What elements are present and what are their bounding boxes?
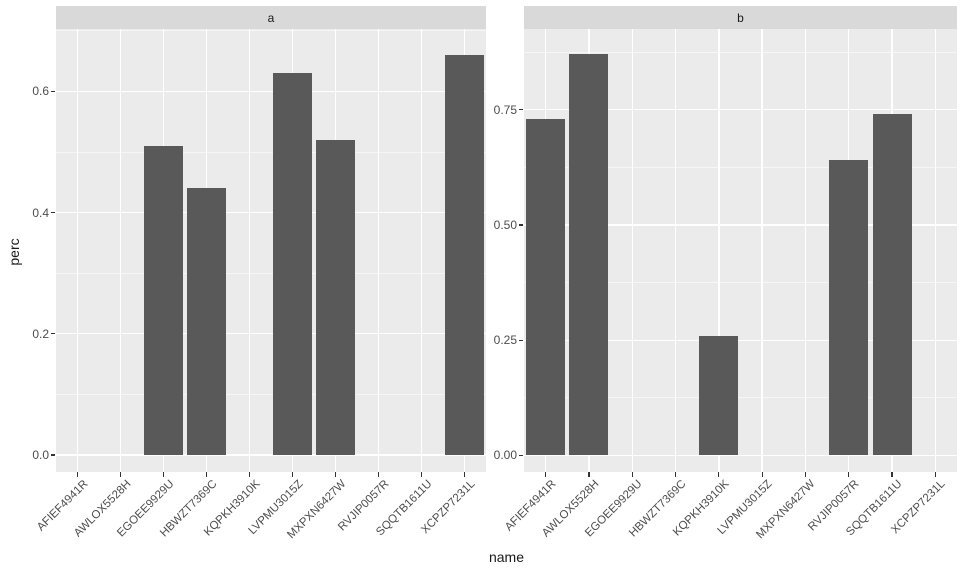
bar	[569, 54, 609, 456]
gridline-vertical	[804, 29, 807, 472]
gridline-minor	[524, 397, 957, 399]
y-tick-label: 0.6	[32, 84, 49, 99]
gridline-major	[524, 109, 957, 111]
bar	[316, 139, 355, 455]
gridline-vertical	[248, 29, 251, 472]
gridline-vertical	[377, 29, 380, 472]
gridline-major	[524, 454, 957, 457]
x-tick-mark	[804, 472, 807, 477]
bar	[526, 118, 566, 456]
x-tick-mark	[761, 472, 763, 477]
bar	[273, 73, 312, 455]
x-tick-mark	[248, 472, 251, 477]
gridline-minor	[524, 166, 957, 168]
y-tick-mark	[51, 211, 55, 214]
bar	[829, 160, 869, 456]
facet-panel	[524, 29, 957, 472]
x-tick-mark	[718, 472, 720, 477]
gridline-major	[56, 454, 486, 456]
x-tick-mark	[934, 472, 936, 477]
x-tick-mark	[162, 472, 165, 477]
x-tick-mark	[545, 472, 547, 477]
gridline-minor	[56, 272, 486, 274]
gridline-vertical	[119, 29, 122, 472]
y-tick-mark	[519, 339, 523, 341]
bar	[699, 335, 739, 456]
gridline-major	[56, 211, 486, 214]
x-axis-title: name	[488, 549, 525, 565]
x-tick-mark	[291, 472, 294, 477]
y-tick-mark	[519, 454, 523, 457]
y-tick-label: 0.50	[493, 218, 517, 232]
gridline-minor	[524, 51, 957, 53]
bar	[187, 188, 226, 455]
y-tick-label: 0.75	[493, 102, 517, 117]
x-tick-mark	[674, 472, 677, 477]
facet-strip: a	[56, 6, 486, 29]
facet-strip-label: a	[267, 10, 275, 25]
y-tick-label: 0.25	[493, 333, 517, 348]
gridline-vertical	[934, 29, 937, 472]
y-tick-mark	[519, 109, 523, 111]
x-tick-mark	[76, 472, 79, 477]
gridline-minor	[56, 151, 486, 153]
x-tick-mark	[891, 472, 893, 477]
bar	[144, 145, 183, 455]
gridline-vertical	[76, 29, 79, 472]
y-tick-mark	[51, 454, 55, 456]
y-tick-mark	[51, 90, 55, 92]
facet-panel	[56, 29, 486, 472]
gridline-major	[56, 90, 486, 93]
gridline-vertical	[718, 29, 720, 472]
gridline-major	[56, 333, 486, 335]
bar	[445, 55, 484, 455]
y-tick-label: 0.00	[493, 448, 517, 463]
facet-strip-label: b	[737, 10, 744, 25]
facet-strip: b	[524, 6, 957, 29]
y-tick-label: 0.0	[32, 447, 49, 462]
gridline-vertical	[674, 29, 677, 472]
y-tick-mark	[519, 224, 523, 226]
x-tick-mark	[588, 472, 590, 477]
gridline-vertical	[761, 29, 763, 472]
gridline-minor	[524, 282, 957, 284]
bar	[872, 114, 912, 456]
x-tick-mark	[463, 472, 466, 477]
x-tick-mark	[334, 472, 337, 477]
gridline-vertical	[420, 29, 423, 472]
y-axis-title: perc	[6, 238, 22, 266]
x-tick-mark	[631, 472, 633, 477]
gridline-minor	[56, 393, 486, 395]
x-tick-mark	[377, 472, 380, 477]
x-tick-mark	[205, 472, 208, 477]
x-tick-mark	[119, 472, 122, 477]
y-tick-mark	[51, 333, 55, 335]
x-tick-mark	[420, 472, 423, 477]
gridline-major	[524, 339, 957, 341]
gridline-minor	[56, 30, 486, 32]
y-tick-label: 0.4	[32, 205, 49, 220]
gridline-vertical	[631, 29, 633, 472]
y-tick-label: 0.2	[32, 326, 49, 341]
gridline-major	[524, 224, 957, 226]
x-tick-mark	[848, 472, 850, 477]
